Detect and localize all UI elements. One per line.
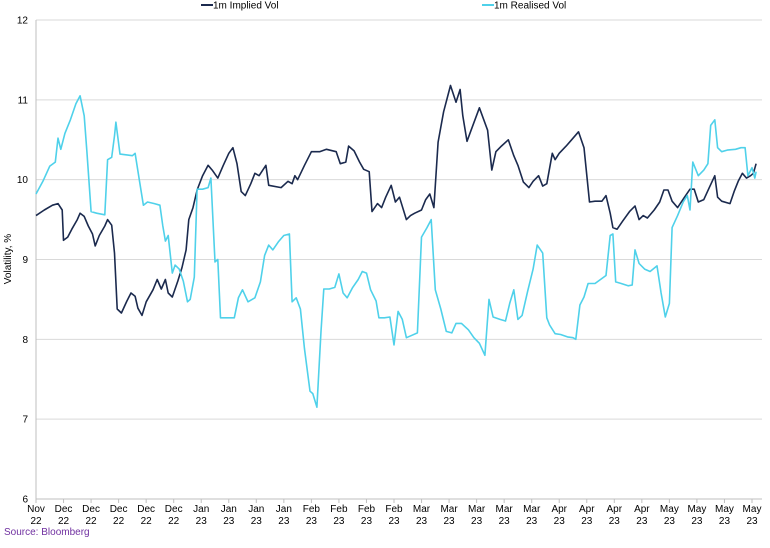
x-tick-label-month: Mar bbox=[413, 504, 431, 515]
x-tick-label-year: 23 bbox=[526, 516, 538, 527]
source-note: Source: Bloomberg bbox=[4, 527, 90, 538]
x-tick-label-year: 23 bbox=[499, 516, 511, 527]
x-tick-label-month: Dec bbox=[137, 504, 155, 515]
series-lines bbox=[35, 84, 757, 408]
x-tick-label-year: 23 bbox=[223, 516, 235, 527]
x-tick-label-month: Dec bbox=[110, 504, 128, 515]
y-tick-label: 6 bbox=[22, 495, 28, 506]
x-tick-label-year: 22 bbox=[141, 516, 153, 527]
x-tick-label-month: Mar bbox=[496, 504, 514, 515]
x-tick-label-month: Apr bbox=[551, 504, 567, 515]
x-axis: Nov22Dec22Dec22Dec22Dec22Dec22Jan23Jan23… bbox=[27, 498, 762, 527]
series-line-implied-vol bbox=[35, 84, 757, 317]
y-tick-label: 7 bbox=[22, 415, 28, 426]
y-tick-label: 8 bbox=[22, 335, 28, 346]
legend-label: 1m Realised Vol bbox=[494, 1, 566, 12]
x-tick-label-month: May bbox=[660, 504, 679, 515]
x-tick-label-year: 23 bbox=[196, 516, 208, 527]
x-tick-label-year: 23 bbox=[746, 516, 758, 527]
x-tick-label-month: May bbox=[743, 504, 762, 515]
x-tick-label-month: May bbox=[715, 504, 734, 515]
x-tick-label-year: 23 bbox=[251, 516, 263, 527]
x-tick-label-year: 22 bbox=[58, 516, 70, 527]
x-tick-label-year: 22 bbox=[168, 516, 180, 527]
x-tick-label-month: Feb bbox=[358, 504, 376, 515]
x-tick-label-year: 23 bbox=[444, 516, 456, 527]
x-tick-label-year: 22 bbox=[86, 516, 98, 527]
legend-label: 1m Implied Vol bbox=[213, 1, 279, 12]
x-tick-label-year: 23 bbox=[691, 516, 703, 527]
x-tick-label-month: Mar bbox=[523, 504, 541, 515]
x-tick-label-year: 23 bbox=[609, 516, 621, 527]
x-tick-label-month: Jan bbox=[193, 504, 209, 515]
x-tick-label-month: Apr bbox=[634, 504, 650, 515]
y-tick-label: 10 bbox=[17, 175, 29, 186]
x-tick-label-month: Feb bbox=[385, 504, 403, 515]
x-tick-label-year: 23 bbox=[581, 516, 593, 527]
x-tick-label-month: Feb bbox=[330, 504, 348, 515]
x-tick-label-year: 23 bbox=[333, 516, 345, 527]
x-tick-label-month: Apr bbox=[579, 504, 595, 515]
x-tick-label-month: Mar bbox=[440, 504, 458, 515]
y-tick-label: 12 bbox=[17, 16, 29, 27]
x-tick-label-month: Jan bbox=[276, 504, 292, 515]
x-tick-label-month: Jan bbox=[221, 504, 237, 515]
x-tick-label-month: Nov bbox=[27, 504, 45, 515]
x-tick-label-month: May bbox=[687, 504, 706, 515]
x-tick-label-month: Dec bbox=[55, 504, 73, 515]
x-tick-label-year: 23 bbox=[361, 516, 373, 527]
x-tick-label-month: Jan bbox=[248, 504, 264, 515]
x-tick-label-year: 22 bbox=[113, 516, 125, 527]
x-tick-label-year: 23 bbox=[554, 516, 566, 527]
x-tick-label-year: 23 bbox=[471, 516, 483, 527]
x-tick-label-year: 23 bbox=[719, 516, 731, 527]
x-tick-label-year: 23 bbox=[388, 516, 400, 527]
gridlines bbox=[36, 19, 762, 500]
x-tick-label-year: 22 bbox=[30, 516, 42, 527]
x-tick-label-year: 23 bbox=[278, 516, 290, 527]
series-line-realised-vol bbox=[35, 95, 757, 408]
x-tick-label-year: 23 bbox=[306, 516, 318, 527]
legend: 1m Implied Vol 1m Realised Vol bbox=[201, 1, 566, 12]
x-tick-label-year: 23 bbox=[664, 516, 676, 527]
x-tick-label-year: 23 bbox=[416, 516, 428, 527]
y-axis: 6 7 8 9 10 11 12 bbox=[17, 16, 37, 506]
x-tick-label-year: 23 bbox=[636, 516, 648, 527]
x-tick-label-month: Mar bbox=[468, 504, 486, 515]
x-tick-label-month: Dec bbox=[165, 504, 183, 515]
x-tick-label-month: Dec bbox=[82, 504, 100, 515]
y-axis-title: Volatility, % bbox=[3, 234, 14, 284]
x-tick-label-month: Apr bbox=[607, 504, 623, 515]
y-tick-label: 11 bbox=[18, 95, 29, 106]
x-tick-label-month: Feb bbox=[303, 504, 321, 515]
y-tick-label: 9 bbox=[22, 255, 28, 266]
